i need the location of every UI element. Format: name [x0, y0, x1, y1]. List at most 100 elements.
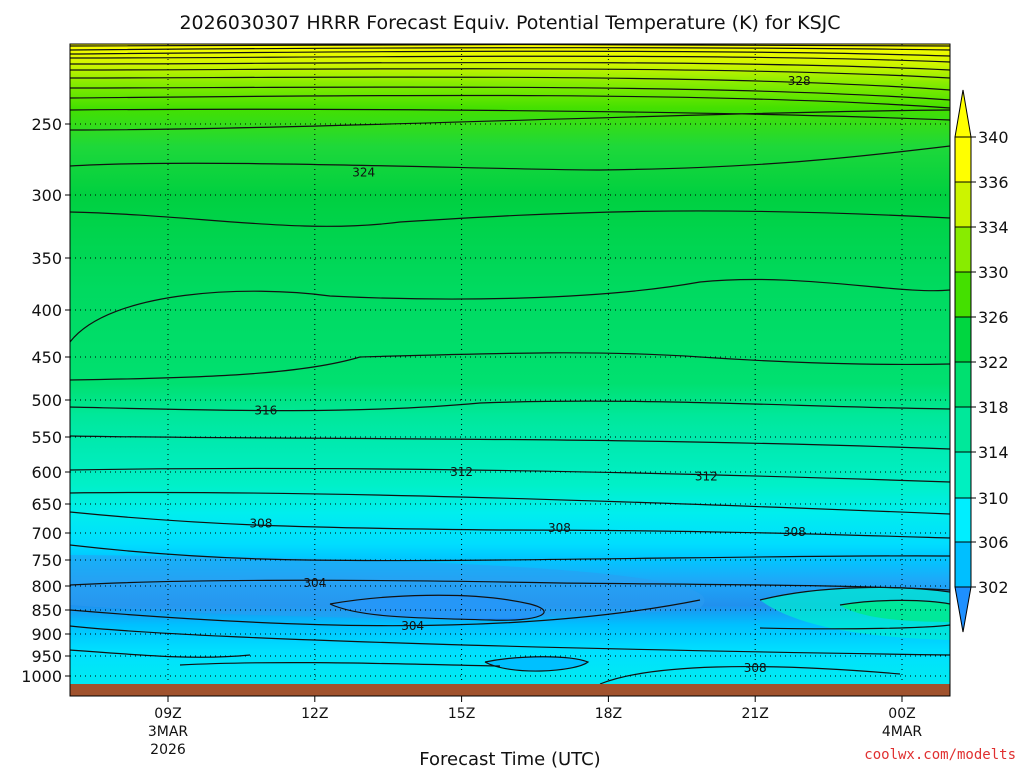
contour-line-4 [70, 61, 950, 71]
y-tick-label-900: 900 [31, 625, 62, 644]
contour-line-18 [70, 491, 950, 515]
contour-label-8: 304 [303, 576, 326, 590]
colorbar-label-330: 330 [978, 263, 1009, 282]
x-tick-year: 2026 [150, 742, 186, 758]
contour-label-text: 312 [695, 470, 718, 484]
contour-label-5: 308 [250, 516, 273, 530]
contour-line-24 [70, 625, 950, 656]
colorbar-label-334: 334 [978, 218, 1009, 237]
colorbar-over-arrow [954, 89, 972, 138]
contour-line-13 [70, 278, 950, 343]
colorbar-label-318: 318 [978, 398, 1009, 417]
contour-line-23 [329, 594, 545, 621]
y-tick-label-300: 300 [31, 186, 62, 205]
x-tick-label-00Z: 00Z [888, 706, 915, 722]
x-tick-label-18Z: 18Z [595, 706, 622, 722]
contour-line-7 [70, 86, 950, 101]
contour-label-text: 316 [254, 404, 277, 418]
contour-line-10 [70, 109, 950, 131]
y-tick-label-550: 550 [31, 428, 62, 447]
credit-text: coolwx.com/modelts [864, 747, 1016, 763]
x-tick-label-21Z: 21Z [741, 706, 768, 722]
x-tick-date: 3MAR [148, 724, 189, 740]
colorbar-segment-8 [954, 181, 972, 228]
contour-line-19 [70, 511, 950, 539]
x-axis: 09Z 3MAR 2026 12Z 15Z 18Z 21Z 00Z 4MAR [148, 696, 923, 758]
contour-line-14 [70, 352, 950, 381]
contour-label-text: 328 [788, 74, 811, 88]
contour-line-27 [759, 624, 950, 630]
contour-line-26 [839, 599, 950, 606]
colorbar-label-306: 306 [978, 533, 1009, 552]
contour-line-25 [759, 586, 950, 601]
x-tick-label-12Z: 12Z [301, 706, 328, 722]
contour-line-16 [70, 435, 950, 450]
contour-label-text: 308 [250, 516, 273, 530]
grid-lines [70, 44, 950, 696]
y-tick-label-400: 400 [31, 301, 62, 320]
contour-label-7: 308 [783, 525, 806, 539]
contour-line-21 [70, 579, 950, 591]
y-tick-label-850: 850 [31, 601, 62, 620]
colorbar-under-arrow [954, 586, 972, 633]
plot-frame [69, 43, 951, 697]
colorbar-segment-5 [954, 316, 972, 363]
contour-label-4: 312 [695, 470, 718, 484]
contour-line-31 [599, 665, 901, 685]
y-tick-label-800: 800 [31, 577, 62, 596]
colorbar-label-314: 314 [978, 443, 1009, 462]
contour-label-1: 324 [352, 165, 375, 179]
y-tick-label-350: 350 [31, 249, 62, 268]
y-tick-label-700: 700 [31, 524, 62, 543]
colorbar-label-302: 302 [978, 578, 1009, 597]
colorbar-segment-9 [954, 136, 972, 183]
x-axis-label: Forecast Time (UTC) [419, 749, 600, 768]
contour-label-text: 324 [352, 165, 375, 179]
colorbar-segment-1 [954, 497, 972, 543]
y-tick-label-950: 950 [31, 647, 62, 666]
colorbar-segment-3 [954, 406, 972, 453]
contour-line-8 [70, 94, 950, 109]
moist-core [840, 600, 950, 622]
contour-label-10: 308 [744, 661, 767, 675]
contour-label-text: 304 [303, 576, 326, 590]
x-tick-label-09Z: 09Z [154, 706, 181, 722]
color-bands [70, 44, 950, 696]
low-theta-band [70, 555, 705, 619]
contour-label-text: 308 [744, 661, 767, 675]
contour-label-text: 312 [450, 465, 473, 479]
colorbar-segment-0 [954, 541, 972, 588]
contour-label-9: 304 [401, 619, 424, 633]
x-tick-label-15Z: 15Z [448, 706, 475, 722]
colorbar-segment-7 [954, 226, 972, 273]
surface-ground [70, 684, 950, 696]
contour-line-29 [70, 649, 251, 658]
contour-label-3: 312 [450, 465, 473, 479]
contour-label-2: 316 [254, 404, 277, 418]
contour-line-9 [70, 108, 950, 121]
contour-line-22 [70, 599, 701, 627]
y-tick-label-750: 750 [31, 551, 62, 570]
blob-lowlevel [485, 656, 588, 672]
colorbar: 302 306 310 314 318 322 326 330 334 336 340 [954, 89, 1009, 633]
y-tick-label-500: 500 [31, 391, 62, 410]
y-tick-label-450: 450 [31, 348, 62, 367]
colorbar-label-322: 322 [978, 353, 1009, 372]
x-tick-date: 4MAR [882, 724, 923, 740]
colorbar-label-326: 326 [978, 308, 1009, 327]
contour-line-1 [70, 47, 950, 51]
contour-line-28 [484, 656, 590, 672]
contour-label-6: 308 [548, 521, 571, 535]
y-axis: 250 300 350 400 450 500 550 600 650 700 750 800 850 9… [21, 115, 70, 686]
colorbar-segment-6 [954, 271, 972, 318]
contour-line-15 [70, 400, 950, 412]
contour-line-3 [70, 55, 950, 63]
contour-line-5 [70, 68, 950, 79]
contour-label-text: 308 [783, 525, 806, 539]
y-tick-label-650: 650 [31, 495, 62, 514]
contour-line-2 [70, 50, 950, 57]
colorbar-segment-2 [954, 451, 972, 499]
y-tick-label-250: 250 [31, 115, 62, 134]
contour-label-text: 308 [548, 521, 571, 535]
